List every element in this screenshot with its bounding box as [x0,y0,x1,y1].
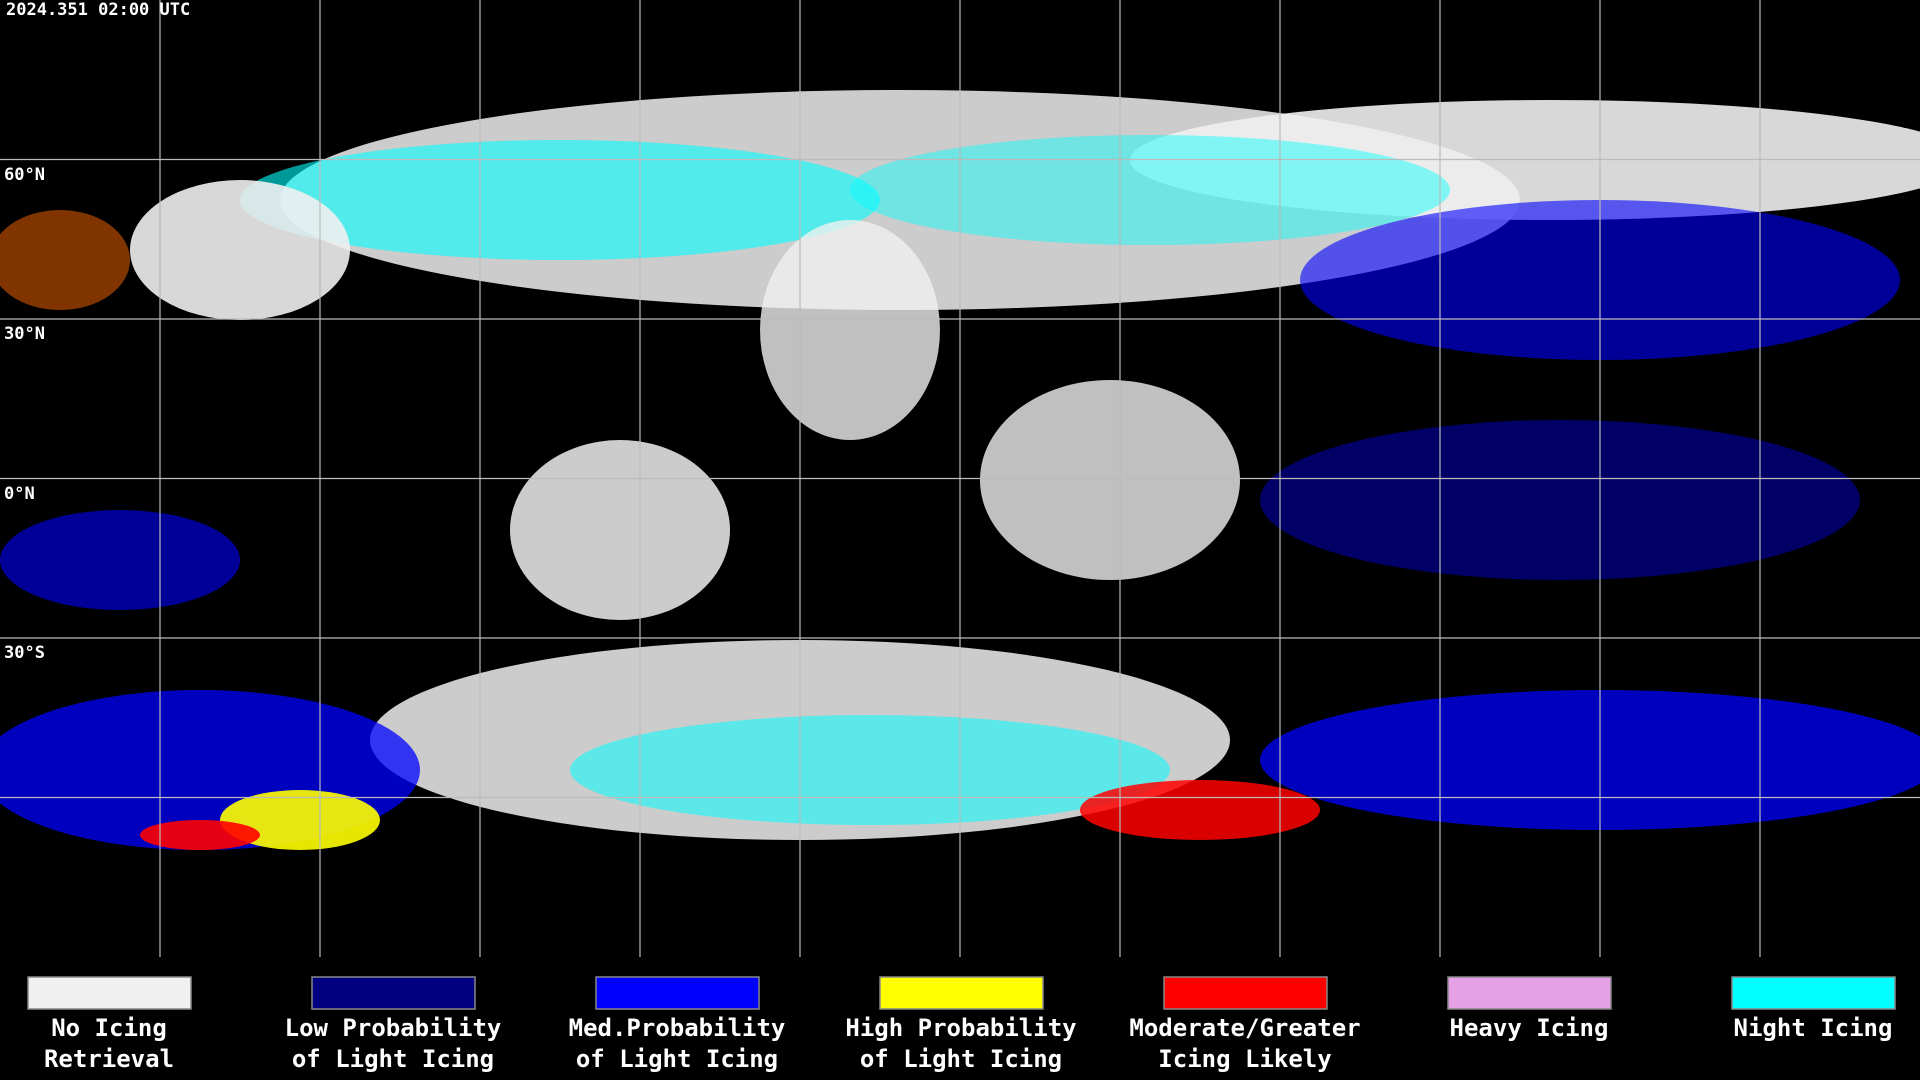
legend-swatch [879,976,1044,1010]
lat-label: 30°N [4,324,45,344]
legend-label: Night Icing [1734,1014,1893,1042]
legend-swatch [1731,976,1896,1010]
cloud [980,380,1240,580]
legend-label: Low Probability [285,1014,502,1042]
icing-region [140,820,260,850]
icing-region [0,510,240,610]
graticule [0,0,1920,957]
icing-region [0,210,130,310]
icing-region [1260,420,1860,580]
legend-label: No Icing [51,1014,167,1042]
legend-swatch [311,976,476,1010]
lat-label: 60°N [4,165,45,185]
legend-swatch [595,976,760,1010]
night-band [570,715,1170,825]
legend-swatch [1163,976,1328,1010]
map-imagery [0,90,1920,850]
night-band [240,140,880,260]
legend-swatch [1447,976,1612,1010]
legend-label: Med.Probability [569,1014,786,1042]
legend-label: Retrieval [44,1045,174,1073]
legend-label: of Light Icing [860,1045,1062,1073]
legend-label: of Light Icing [576,1045,778,1073]
legend-label: Heavy Icing [1450,1014,1609,1042]
cloud [130,180,350,320]
lat-label: 0°N [4,484,35,504]
icing-region [1260,690,1920,830]
legend-label: High Probability [845,1014,1076,1042]
icing-region [1080,780,1320,840]
legend-label: of Light Icing [292,1045,494,1073]
cloud [510,440,730,620]
legend-label: Icing Likely [1158,1045,1331,1073]
legend-swatch [27,976,192,1010]
lat-label: 30°S [4,643,45,663]
night-band [850,135,1450,245]
legend: No Icing Retrieval Low Probability of Light… [27,976,1896,1073]
cloud [760,220,940,440]
legend-label: Moderate/Greater [1129,1014,1360,1042]
timestamp: 2024.351 02:00 UTC [6,0,190,20]
